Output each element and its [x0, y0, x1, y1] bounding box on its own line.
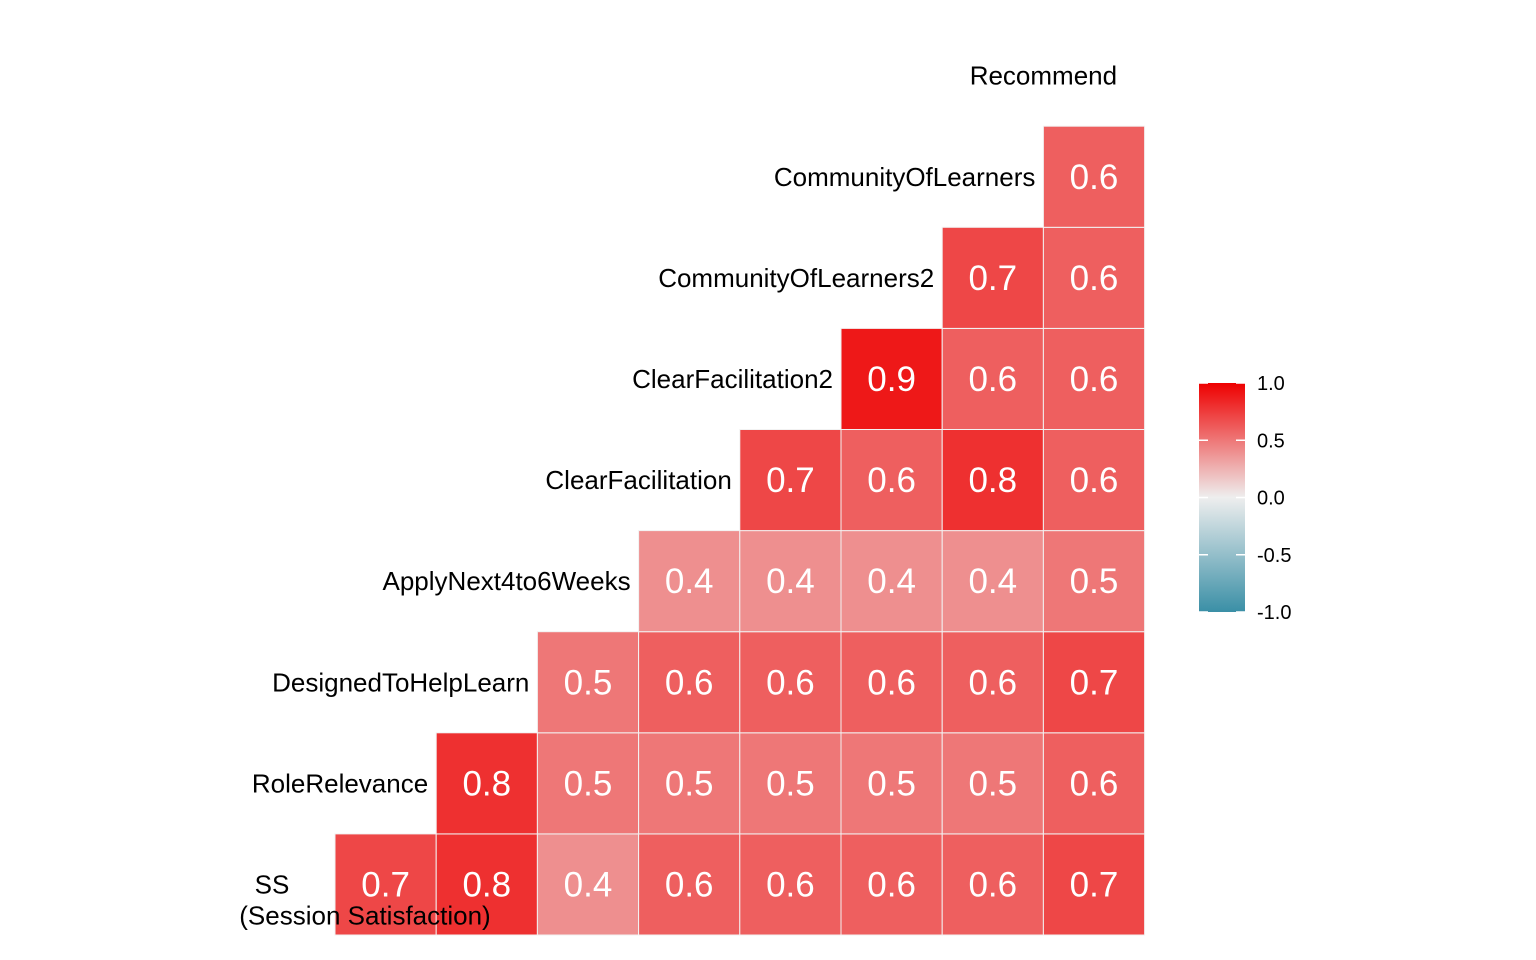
cell-value-label: 0.8	[968, 461, 1017, 500]
legend-tick-label: 1.0	[1257, 373, 1285, 395]
heatmap-cell	[1042, 732, 1146, 835]
cell-value-label: 0.6	[665, 865, 714, 904]
heatmap-cell	[739, 530, 842, 633]
cell-value-label: 0.6	[968, 360, 1017, 399]
variable-label: SS	[255, 869, 290, 899]
heatmap-cell	[840, 732, 943, 835]
variable-label: ClearFacilitation	[545, 465, 731, 495]
cell-value-label: 0.6	[766, 663, 815, 702]
cell-value-label: 0.4	[564, 865, 613, 904]
heatmap-cell	[1042, 530, 1146, 633]
heatmap-cell	[941, 530, 1044, 633]
heatmap-cell	[1042, 631, 1146, 734]
cell-value-label: 0.5	[766, 764, 815, 803]
cell-value-label: 0.6	[1070, 461, 1119, 500]
cell-value-label: 0.5	[1070, 562, 1119, 601]
cell-value-label: 0.8	[462, 764, 511, 803]
cell-value-label: 0.4	[867, 562, 916, 601]
heatmap-cell	[739, 429, 842, 532]
cell-value-label: 0.5	[564, 663, 613, 702]
legend-tick-label: 0.0	[1257, 488, 1285, 510]
heatmap-cell	[1042, 833, 1146, 936]
heatmap-cell	[536, 732, 640, 835]
variable-label: DesignedToHelpLearn	[272, 667, 529, 697]
cell-value-label: 0.7	[968, 259, 1017, 298]
heatmap-cell	[1042, 125, 1146, 228]
cell-value-label: 0.5	[968, 764, 1017, 803]
legend-tick-label: -1.0	[1257, 602, 1291, 624]
color-legend: 1.0 0.5 0.0 -0.5 -1.0	[1199, 373, 1291, 624]
variable-label: ClearFacilitation2	[632, 364, 833, 394]
cell-value-label: 0.4	[665, 562, 714, 601]
legend-tick-label: -0.5	[1257, 545, 1291, 567]
heatmap-cell	[941, 429, 1044, 532]
cell-value-label: 0.6	[1070, 360, 1119, 399]
heatmap-cell	[941, 631, 1044, 734]
heatmap-cell	[941, 226, 1044, 329]
cell-value-label: 0.6	[1070, 158, 1119, 197]
heatmap-cell	[739, 631, 842, 734]
heatmap-cell	[1042, 429, 1146, 532]
variable-label: ApplyNext4to6Weeks	[383, 566, 631, 596]
cell-value-label: 0.8	[462, 865, 511, 904]
cell-value-label: 0.6	[867, 663, 916, 702]
cell-value-label: 0.7	[1070, 663, 1119, 702]
heatmap-cell	[941, 833, 1044, 936]
cell-value-label: 0.7	[1070, 865, 1119, 904]
variable-labels: SS(Session Satisfaction) RoleRelevance Des…	[239, 61, 1117, 931]
cell-value-label: 0.7	[361, 865, 410, 904]
heatmap-cell	[739, 833, 842, 936]
heatmap-cell	[840, 429, 943, 532]
cell-value-label: 0.6	[1070, 764, 1119, 803]
variable-label: RoleRelevance	[252, 768, 428, 798]
heatmap-cell	[638, 631, 741, 734]
cell-value-label: 0.5	[867, 764, 916, 803]
cell-value-label: 0.4	[968, 562, 1017, 601]
cell-value-label: 0.6	[867, 865, 916, 904]
heatmap-cell	[1042, 226, 1146, 329]
legend-tick-label: 0.5	[1257, 430, 1285, 452]
variable-sublabel: (Session Satisfaction)	[239, 900, 490, 930]
cell-value-label: 0.5	[665, 764, 714, 803]
heatmap-cells: 0.7 0.8 0.4 0.6 0.6 0.6 0.6 0.7 0.8 0.5 0.5 0.5 0.5 0…	[334, 125, 1146, 936]
cell-value-label: 0.4	[766, 562, 815, 601]
cell-value-label: 0.6	[968, 663, 1017, 702]
heatmap-cell	[840, 631, 943, 734]
heatmap-cell	[435, 833, 538, 936]
heatmap-cell	[840, 327, 943, 430]
heatmap-cell	[840, 833, 943, 936]
cell-value-label: 0.7	[766, 461, 815, 500]
heatmap-cell	[1042, 327, 1146, 430]
cell-value-label: 0.5	[564, 764, 613, 803]
heatmap-cell	[739, 732, 842, 835]
cell-value-label: 0.9	[867, 360, 916, 399]
cell-value-label: 0.6	[766, 865, 815, 904]
variable-label: CommunityOfLearners	[774, 162, 1036, 192]
cell-value-label: 0.6	[1070, 259, 1119, 298]
heatmap-cell	[638, 530, 741, 633]
variable-label: CommunityOfLearners2	[658, 263, 934, 293]
heatmap-cell	[638, 833, 741, 936]
heatmap-cell	[536, 631, 640, 734]
variable-label: Recommend	[970, 61, 1117, 91]
cell-value-label: 0.6	[867, 461, 916, 500]
cell-value-label: 0.6	[968, 865, 1017, 904]
heatmap-cell	[435, 732, 538, 835]
cell-value-label: 0.6	[665, 663, 714, 702]
heatmap-cell	[334, 833, 437, 936]
